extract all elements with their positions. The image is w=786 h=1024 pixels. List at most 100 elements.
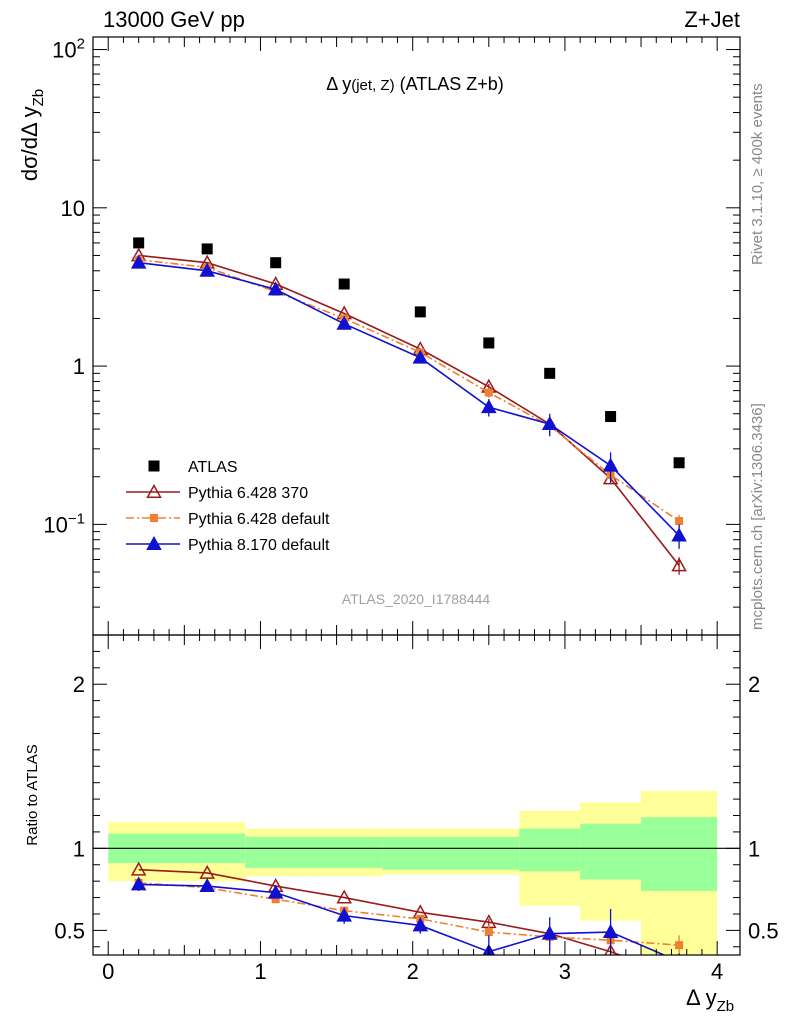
series-atlas	[133, 237, 685, 469]
x-axis-label-sub: Zb	[717, 998, 735, 1015]
ratio-panel: 0.5 0.5 1 1 2 2 0 1 2 3 4	[54, 634, 779, 984]
x-tick-label: 3	[559, 959, 571, 984]
legend-item: Pythia 8.170 default	[126, 535, 330, 554]
legend-marker	[150, 514, 158, 522]
ratio-point	[271, 895, 280, 904]
header-left-label: 13000 GeV pp	[103, 7, 245, 32]
data-point	[544, 367, 556, 379]
data-point	[130, 254, 147, 269]
ratio-point	[267, 884, 284, 899]
ratio-y-tick-label-right: 1	[748, 836, 760, 861]
ratio-y-tick-label-right: 2	[748, 672, 760, 697]
data-point	[673, 457, 685, 469]
y-tick-label-base: 10	[43, 512, 67, 537]
ratio-point	[412, 917, 429, 932]
ratio-y-tick-label-left: 0.5	[54, 918, 85, 943]
data-point	[675, 517, 684, 526]
data-point	[133, 237, 145, 249]
ratio-point	[199, 878, 215, 893]
ratio-y-tick-label-left: 1	[73, 836, 85, 861]
data-point	[199, 262, 215, 277]
uncertainty-band-inner	[245, 836, 383, 869]
chart-title: Δ y(jet, Z) (ATLAS Z+b)	[326, 74, 504, 94]
y-tick-label: 102	[52, 36, 85, 63]
y-tick-label-exponent: −1	[68, 510, 85, 527]
series-line	[138, 258, 680, 522]
ratio-point	[675, 941, 684, 950]
data-point	[412, 349, 429, 364]
x-tick-label: 4	[711, 959, 723, 984]
ratio-point	[602, 923, 619, 938]
uncertainty-band-inner	[382, 836, 520, 870]
data-point	[481, 399, 497, 414]
chart-title-sub: (jet, Z)	[351, 77, 394, 94]
data-point	[483, 337, 495, 349]
ratio-panel-frame	[92, 634, 741, 956]
legend-item: ATLAS	[148, 459, 238, 476]
ratio-series-group	[130, 861, 686, 982]
legend-label: Pythia 8.170 default	[188, 537, 330, 554]
ratio-y-tick-label-left: 2	[73, 672, 85, 697]
uncertainty-band-inner	[519, 828, 581, 872]
svg-text:Δ yZb: Δ yZb	[686, 985, 734, 1015]
ratio-point	[673, 970, 686, 982]
ratio-point	[678, 953, 680, 955]
y-tick-label-base: 1	[73, 354, 85, 379]
x-axis-label-main: Δ y	[686, 985, 717, 1010]
rivet-version-label: Rivet 3.1.10, ≥ 400k events	[749, 83, 766, 265]
series-pythia-8-170-default	[130, 254, 687, 549]
y-tick-label-base: 10	[52, 38, 76, 63]
ratio-point	[130, 876, 147, 891]
y-tick-label-exponent: 2	[77, 36, 85, 53]
legend-label: ATLAS	[188, 459, 238, 476]
lower-y-axis-label: Ratio to ATLAS	[24, 744, 41, 845]
data-point	[671, 527, 687, 542]
upper-y-axis-label: dσ/dΔ yZb	[17, 89, 47, 181]
analysis-watermark: ATLAS_2020_I1788444	[342, 591, 491, 607]
ratio-point	[604, 943, 617, 955]
legend-marker	[146, 535, 162, 550]
data-point	[484, 388, 493, 397]
x-tick-label: 2	[407, 959, 419, 984]
y-tick-label: 10	[61, 196, 85, 221]
x-tick-label: 0	[102, 959, 114, 984]
ratio-y-tick-label-right: 0.5	[748, 918, 779, 943]
legend-item: Pythia 6.428 default	[126, 511, 330, 528]
legend-item: Pythia 6.428 370	[126, 483, 308, 502]
data-point	[602, 457, 619, 472]
data-point	[338, 278, 350, 290]
chart-title-tail: (ATLAS Z+b)	[395, 74, 504, 94]
data-point	[336, 315, 352, 330]
y-tick-label-base: 10	[61, 196, 85, 221]
chart-title-main: Δ y	[326, 74, 351, 94]
data-point	[267, 281, 284, 296]
data-point	[605, 411, 617, 423]
ratio-point	[130, 861, 147, 876]
svg-text:dσ/dΔ yZb: dσ/dΔ yZb	[17, 89, 47, 181]
ratio-point	[541, 925, 558, 940]
data-point	[270, 257, 282, 269]
legend: ATLAS Pythia 6.428 370 Pythia 6.428 defaul…	[126, 459, 330, 554]
header-right-label: Z+Jet	[684, 7, 740, 32]
x-tick-label: 1	[254, 959, 266, 984]
data-point	[541, 416, 558, 431]
legend-label: Pythia 6.428 370	[188, 485, 308, 502]
ratio-point	[336, 907, 352, 922]
legend-marker	[148, 460, 160, 472]
mcplots-label: mcplots.cern.ch [arXiv:1306.3436]	[749, 403, 766, 630]
ratio-point	[484, 928, 493, 937]
y-tick-label: 1	[73, 354, 85, 379]
ratio-point	[336, 889, 352, 904]
upper-y-axis-label-sub: Zb	[30, 89, 47, 107]
legend-label: Pythia 6.428 default	[188, 511, 330, 528]
upper-y-axis-label-main: dσ/dΔ y	[17, 106, 42, 181]
x-axis-label: Δ yZb	[686, 985, 734, 1015]
uncertainty-band-inner	[580, 823, 642, 880]
data-point	[201, 243, 213, 255]
legend-marker	[146, 483, 162, 498]
ratio-line	[138, 868, 623, 955]
uncertainty-band-inner	[641, 817, 718, 891]
data-point	[414, 306, 426, 318]
